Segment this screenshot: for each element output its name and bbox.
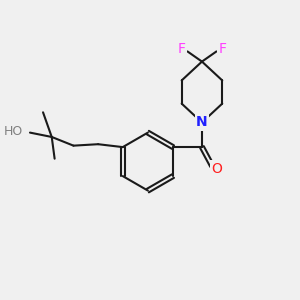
Text: HO: HO — [4, 125, 23, 138]
Text: F: F — [178, 41, 186, 56]
Text: O: O — [211, 162, 222, 176]
Text: F: F — [218, 41, 226, 56]
Text: N: N — [196, 116, 208, 130]
